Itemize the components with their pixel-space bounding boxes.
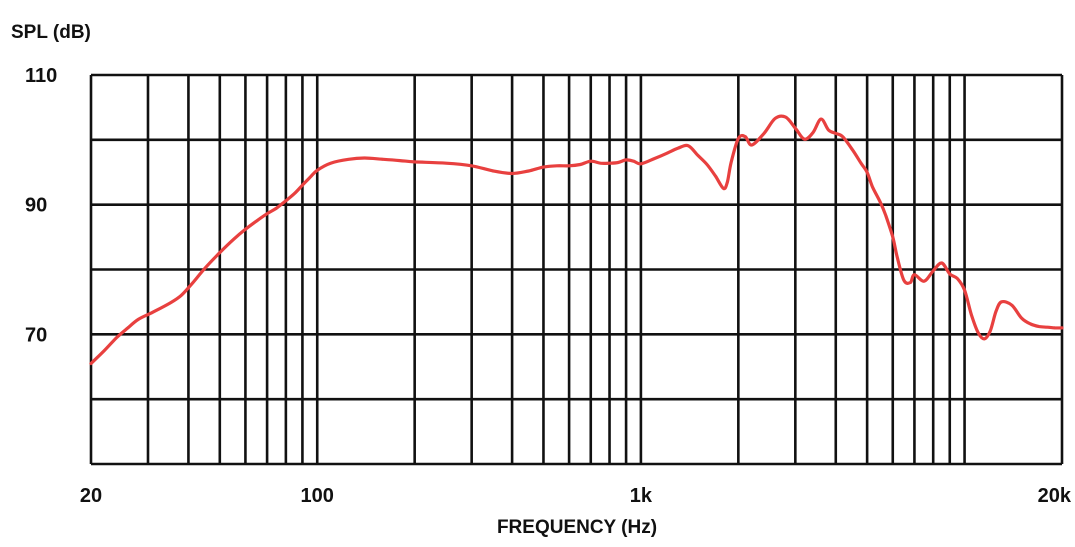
y-tick-label: 110 — [25, 65, 57, 87]
plot-grid — [89, 73, 1064, 466]
x-axis-label: FREQUENCY (Hz) — [497, 517, 657, 538]
x-tick-label: 20k — [1038, 485, 1072, 507]
x-tick-labels: 20 100 1k 20k — [80, 485, 1072, 507]
y-tick-labels: 110 90 70 — [25, 65, 57, 346]
x-tick-label: 1k — [630, 485, 653, 507]
x-tick-label: 20 — [80, 485, 102, 507]
y-axis-label: SPL (dB) — [11, 22, 91, 43]
y-tick-label: 70 — [25, 324, 47, 346]
spl-response-curve — [89, 114, 1064, 366]
y-tick-label: 90 — [25, 195, 47, 217]
series-layer — [89, 114, 1064, 366]
x-tick-label: 100 — [301, 485, 334, 507]
